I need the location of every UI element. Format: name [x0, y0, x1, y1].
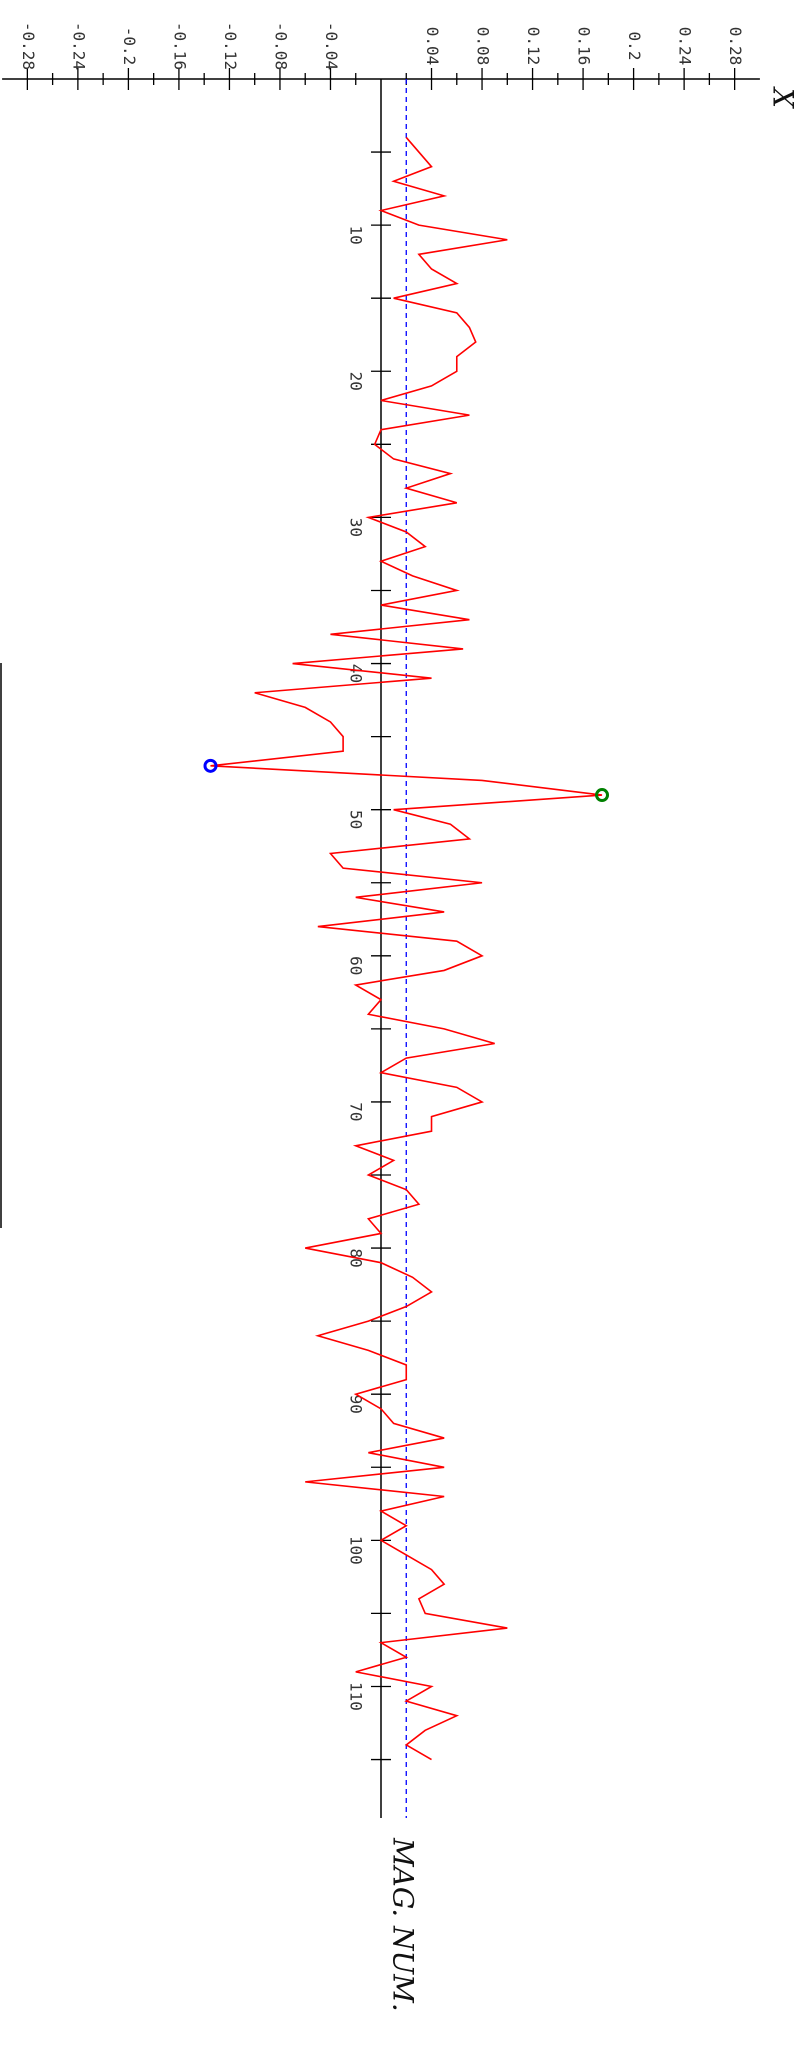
x-tick-label: 110	[347, 1682, 366, 1711]
x-tick-label: 10	[347, 226, 366, 245]
max-marker	[595, 788, 610, 803]
y-tick-label: -0.04	[322, 22, 341, 70]
y-tick-label: 0.16	[575, 27, 594, 66]
y-tick-label: -0.28	[19, 22, 38, 70]
x-tick-label: 20	[347, 372, 366, 391]
y-tick-label: 0.24	[676, 27, 695, 66]
y-tick-label: -0.16	[170, 22, 189, 70]
data-line	[210, 136, 603, 1761]
y-tick-label: 0.12	[524, 27, 543, 66]
x-tick-label: 40	[347, 664, 366, 683]
x-tick-label: 50	[347, 810, 366, 829]
y-tick-label: 0.04	[423, 27, 442, 66]
x-axis-title: MAG. NUM.	[387, 1837, 420, 2012]
y-tick-label: -0.2	[120, 27, 139, 66]
y-tick-label: 0.2	[625, 32, 644, 61]
min-marker	[203, 758, 218, 773]
x-tick-label: 60	[347, 956, 366, 975]
x-tick-label: 70	[347, 1102, 366, 1121]
y-tick-label: -0.24	[69, 22, 88, 70]
y-tick-label: -0.08	[271, 22, 290, 70]
x-tick-label: 30	[347, 518, 366, 537]
x-tick-label: 100	[347, 1536, 366, 1565]
y-tick-label: -0.12	[221, 22, 240, 70]
y-tick-label: 0.28	[726, 27, 745, 66]
x-tick-label: 90	[347, 1395, 366, 1414]
rotated-plot: X MAG. NUM. -0.28 -0.24 -0.2 -0.16 -0.12 -0.0…	[2, 22, 800, 2012]
y-axis-title: X	[767, 86, 800, 109]
y-tick-label: 0.08	[474, 27, 493, 66]
